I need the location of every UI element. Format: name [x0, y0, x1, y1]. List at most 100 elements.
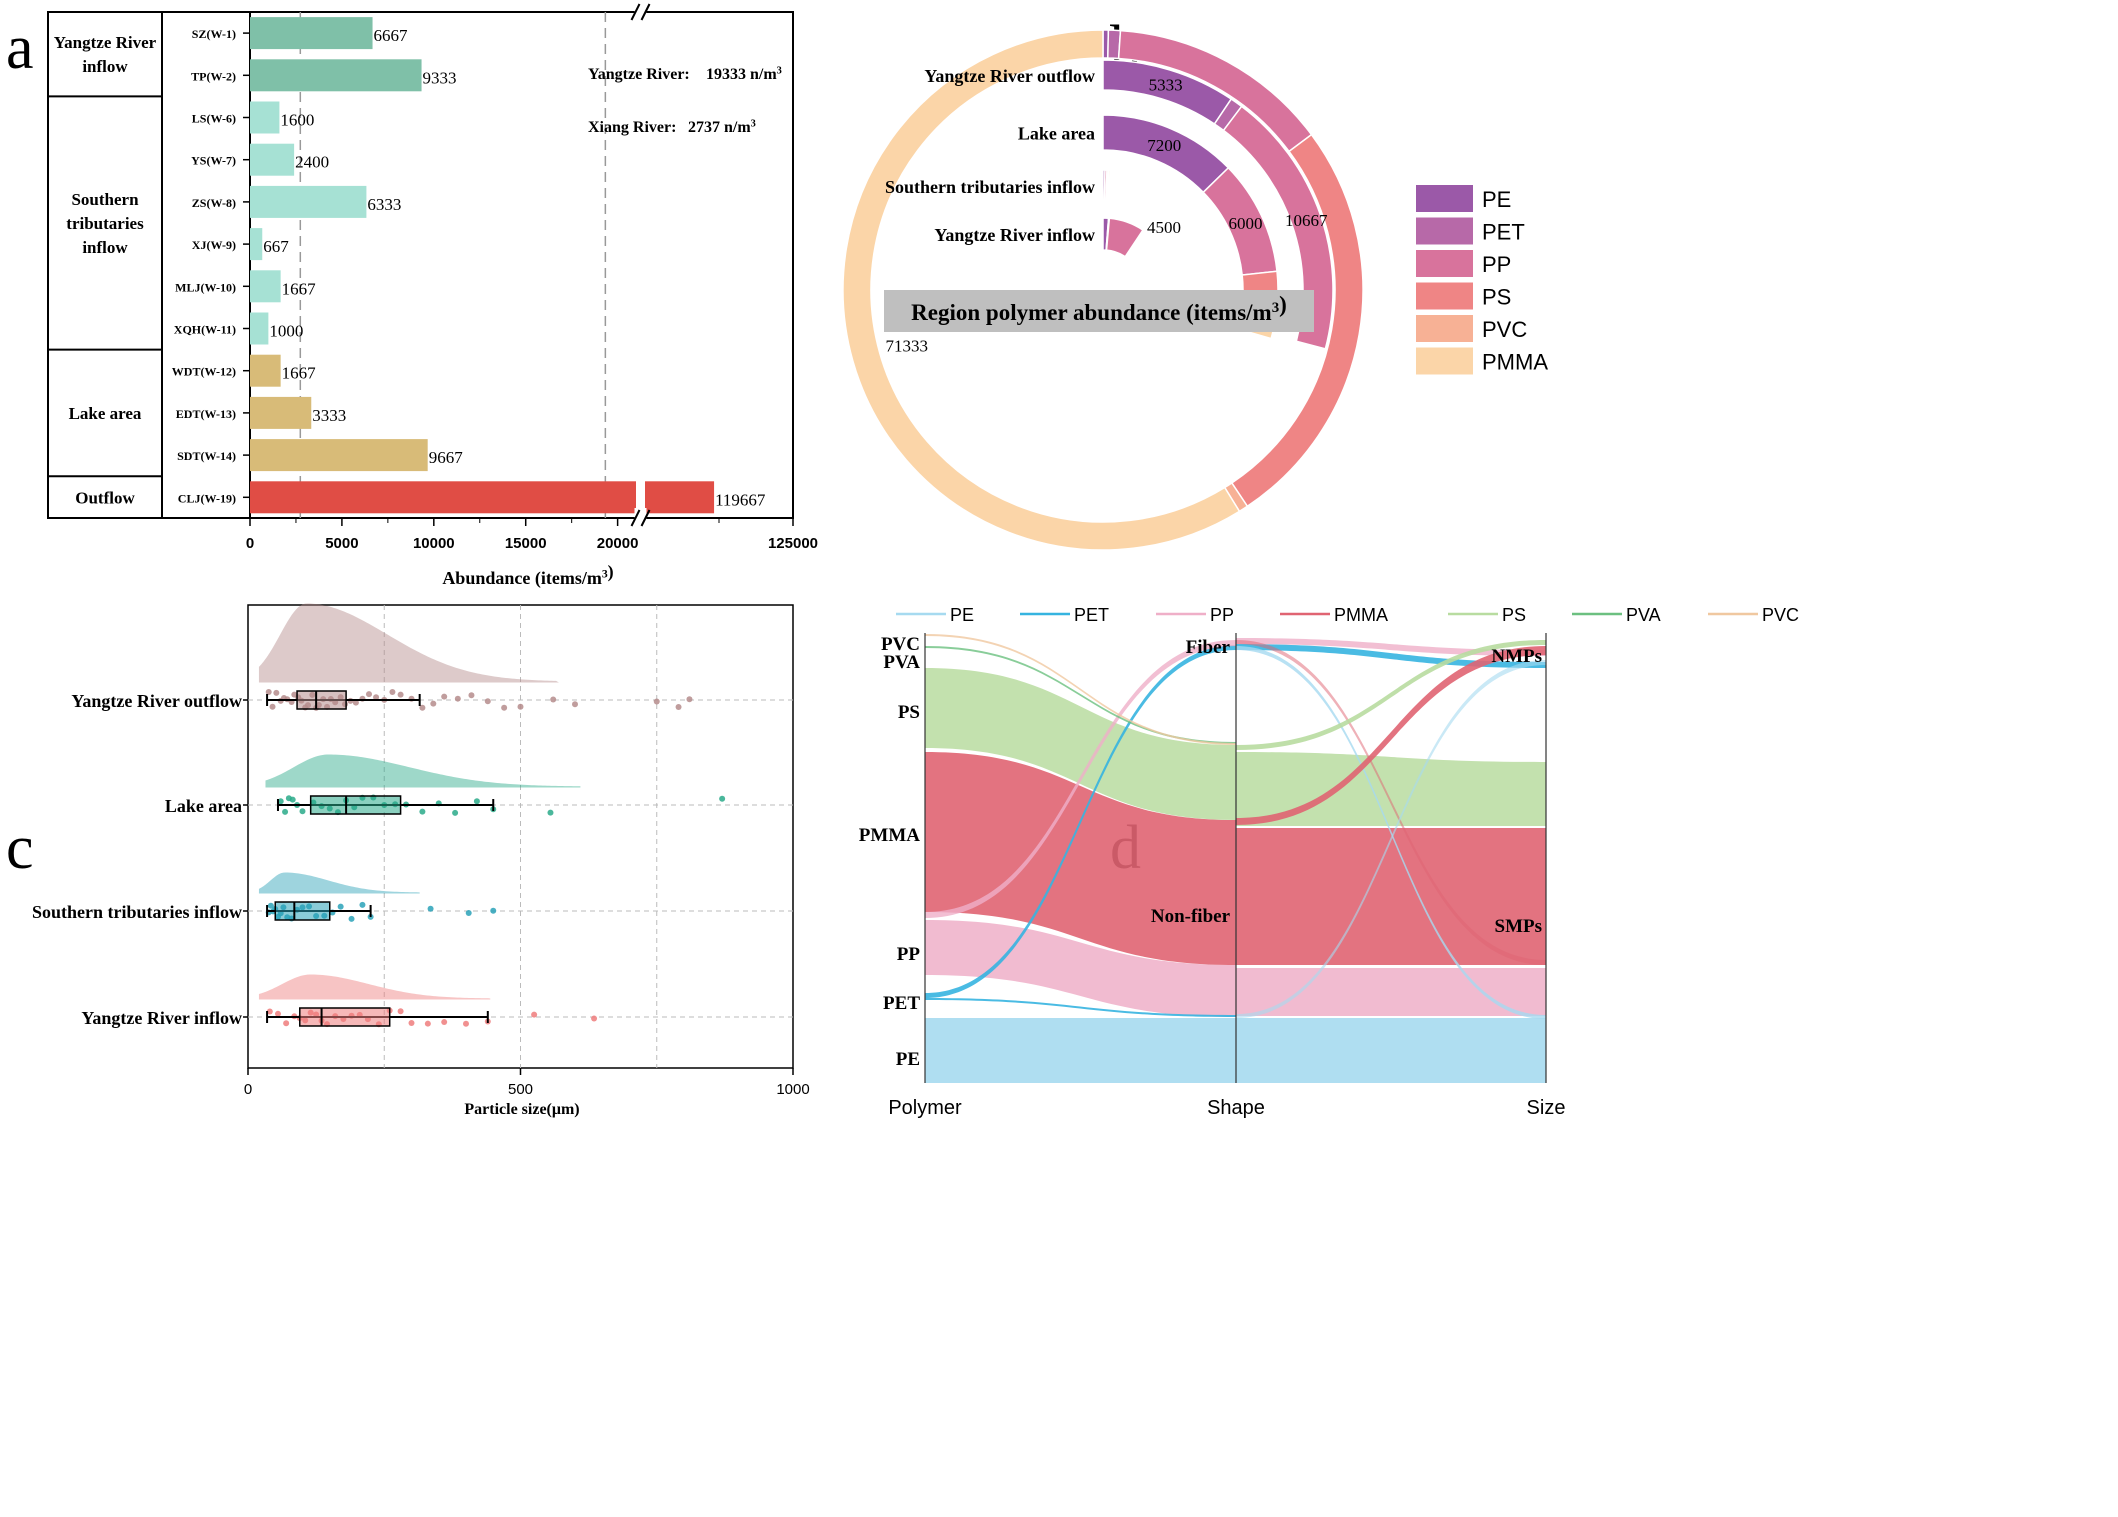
data-point: [675, 703, 682, 710]
bar: [645, 481, 715, 514]
data-point: [441, 1019, 448, 1026]
data-point: [473, 798, 480, 805]
data-point: [266, 1008, 273, 1015]
legend-label: PS: [1482, 285, 1511, 310]
axis-label: Size: [1527, 1097, 1566, 1119]
legend-label: PP: [1210, 605, 1234, 625]
panel-d-sankey-chart: PE PET PP PMMA PS PVA PVCPVCPVAPSPMMAPPPETPEFi…: [859, 605, 1799, 1119]
group-label: Yangtze River outflow: [71, 691, 242, 711]
x-tick-label: 15000: [505, 535, 547, 552]
axis-label: Shape: [1207, 1097, 1265, 1119]
x-tick-label: 0: [246, 535, 254, 552]
legend-label: PE: [950, 605, 974, 625]
data-point: [352, 699, 359, 706]
axis-break-mark: [630, 509, 641, 527]
flow-band: [1236, 828, 1546, 965]
site-label: SZ(W-1): [192, 27, 236, 41]
data-point: [719, 795, 726, 802]
axis-break-mark: [640, 509, 651, 527]
bar: [250, 481, 636, 514]
flow-band: [1236, 1018, 1546, 1083]
bar: [250, 185, 367, 218]
data-point: [277, 798, 284, 805]
axis-break-mark: [630, 3, 641, 21]
group-label: Lake area: [165, 796, 242, 816]
data-point: [501, 704, 508, 711]
polymer-node-label: PVC: [881, 634, 920, 655]
polymer-node-label: PET: [883, 993, 920, 1014]
x-tick-label: 0: [244, 1081, 252, 1098]
site-label: MLJ(W-10): [175, 280, 236, 294]
panel-b-ring-chart: 3133371333533310667Yangtze River outflow…: [842, 29, 1548, 551]
data-point: [337, 903, 344, 910]
data-point: [274, 1010, 281, 1017]
box: [299, 1007, 391, 1027]
polymer-node-label: PE: [896, 1049, 920, 1070]
legend-label: PMMA: [1334, 605, 1388, 625]
x-tick-label: 20000: [597, 535, 639, 552]
bar: [250, 17, 373, 50]
region-value-label: 10667: [1285, 211, 1328, 230]
legend-swatch: [1416, 282, 1473, 310]
density-cloud: [258, 872, 420, 894]
bar-value-label: 1600: [280, 111, 314, 130]
group-label: Outflow: [75, 488, 135, 507]
bar-value-label: 6667: [374, 26, 409, 45]
x-tick-label: 500: [508, 1081, 533, 1098]
size-node-label: SMPs: [1495, 916, 1543, 937]
flow-strand: [925, 640, 1236, 918]
data-point: [373, 694, 380, 701]
bar-value-label: 667: [263, 237, 289, 256]
reference-value: 19333 n/m3: [706, 65, 782, 83]
data-point: [550, 696, 557, 703]
ring-segment: [842, 29, 1241, 551]
data-point: [267, 902, 274, 909]
flow-strand: [925, 998, 1236, 1017]
data-point: [419, 808, 426, 815]
data-point: [465, 910, 472, 917]
chart-title: Region polymer abundance (items/m3): [911, 292, 1287, 325]
shape-node-label: Non-fiber: [1151, 906, 1231, 927]
title-box: [884, 290, 1314, 332]
reference-label: Xiang River:: [588, 119, 676, 136]
bar: [250, 312, 269, 345]
data-point: [591, 1015, 598, 1022]
flow-band: [925, 920, 1236, 1017]
group-label: Southern tributaries inflow: [32, 902, 242, 922]
legend-label: PVA: [1626, 605, 1661, 625]
region-value-label: 7200: [1147, 136, 1181, 155]
group-label: Lake area: [69, 404, 142, 423]
shape-node-label: Fiber: [1186, 637, 1231, 658]
data-point: [365, 691, 372, 698]
polymer-node-label: PMMA: [859, 825, 920, 846]
site-label: CLJ(W-19): [178, 491, 236, 505]
data-point: [653, 698, 660, 705]
flow-strand: [1236, 646, 1546, 1019]
data-point: [452, 809, 459, 816]
region-segment: [1106, 169, 1111, 203]
bar-value-label: 3333: [312, 406, 346, 425]
axis-break-mark: [640, 3, 651, 21]
polymer-node-label: PVA: [883, 652, 920, 673]
legend-label: PE: [1482, 187, 1511, 212]
group-label: Yangtze River inflow: [54, 33, 157, 76]
region-label: Yangtze River outflow: [924, 66, 1095, 86]
flow-band: [1236, 752, 1546, 826]
size-node-label: NMPs: [1491, 646, 1542, 667]
legend-label: PVC: [1482, 317, 1527, 342]
legend-swatch: [1416, 217, 1473, 245]
data-point: [299, 808, 306, 815]
legend-swatch: [1416, 250, 1473, 277]
region-label: Southern tributaries inflow: [885, 177, 1095, 197]
legend-label: PS: [1502, 605, 1526, 625]
region-label: Lake area: [1018, 124, 1095, 144]
data-point: [454, 695, 461, 702]
legend-label: PVC: [1762, 605, 1799, 625]
data-point: [468, 692, 475, 699]
bar: [250, 270, 281, 303]
legend-label: PMMA: [1482, 350, 1548, 375]
flow-band: [1236, 968, 1546, 1016]
legend-swatch: [1416, 185, 1473, 212]
bar: [250, 396, 312, 429]
data-point: [389, 689, 396, 696]
